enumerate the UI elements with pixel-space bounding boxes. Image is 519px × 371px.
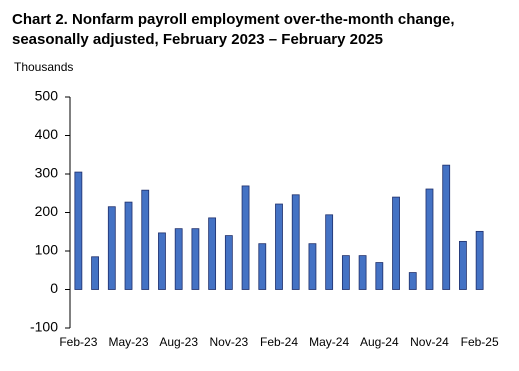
bar	[408, 272, 417, 290]
bar	[224, 235, 233, 290]
y-tick-label: 0	[50, 280, 58, 296]
bar	[459, 240, 467, 290]
bar	[141, 189, 150, 290]
y-tick-label: 100	[35, 242, 59, 258]
bar	[308, 243, 317, 290]
bar	[341, 255, 350, 290]
bar	[358, 255, 367, 290]
y-tick-label: 500	[35, 88, 59, 104]
y-tick-label: 200	[35, 203, 59, 219]
bar	[91, 256, 99, 290]
x-tick-label: May-23	[109, 335, 149, 349]
bar	[475, 230, 484, 290]
bar	[74, 171, 83, 290]
bar	[258, 243, 267, 290]
chart-title: Chart 2. Nonfarm payroll employment over…	[12, 11, 455, 28]
y-tick-label: -100	[30, 319, 58, 335]
x-tick-label: May-24	[309, 335, 349, 349]
y-tick-label: 300	[35, 165, 59, 181]
x-tick-label: Feb-23	[59, 335, 97, 349]
bar	[291, 194, 300, 290]
bar	[325, 214, 334, 290]
x-tick-label: Aug-24	[360, 335, 399, 349]
x-tick-label: Nov-23	[209, 335, 248, 349]
x-tick-label: Aug-23	[159, 335, 198, 349]
bar	[124, 201, 133, 290]
bar	[241, 185, 250, 290]
bar	[208, 217, 217, 290]
y-axis-label: Thousands	[14, 60, 73, 74]
bar	[191, 228, 200, 290]
y-tick-label: 400	[35, 126, 59, 142]
x-tick-label: Nov-24	[410, 335, 449, 349]
bar	[425, 188, 434, 290]
x-tick-label: Feb-24	[260, 335, 298, 349]
bar	[392, 196, 400, 290]
bar	[275, 203, 283, 290]
bar	[174, 228, 183, 290]
bar	[442, 164, 451, 290]
bar	[107, 206, 116, 290]
chart-title: seasonally adjusted, February 2023 – Feb…	[12, 31, 383, 48]
x-tick-label: Feb-25	[461, 335, 499, 349]
bar	[158, 232, 166, 290]
bar	[375, 262, 384, 290]
